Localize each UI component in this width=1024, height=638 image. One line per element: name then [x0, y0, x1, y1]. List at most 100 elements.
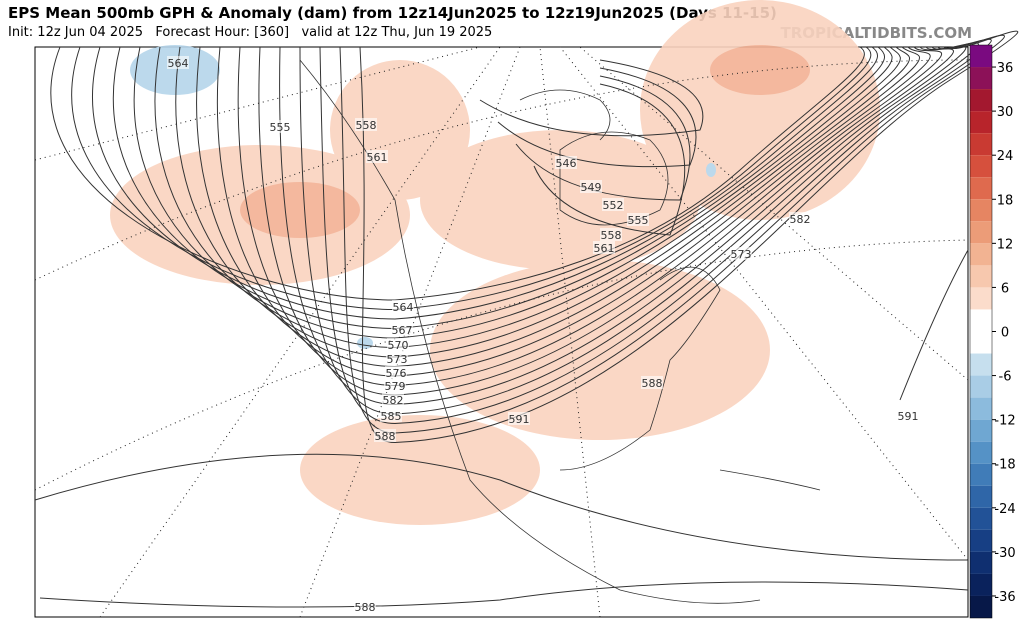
colorbar-swatch	[970, 463, 992, 486]
contour-label-bg	[385, 366, 407, 379]
contour-line	[50, 46, 865, 301]
contour-label-bg	[392, 300, 414, 313]
map-title: EPS Mean 500mb GPH & Anomaly (dam) from …	[8, 4, 777, 22]
contour-line	[92, 46, 878, 320]
contour-label-bg	[269, 120, 291, 133]
contour-label: 591	[898, 410, 919, 423]
contour-label: 582	[383, 394, 404, 407]
contour-label-bg	[391, 323, 413, 336]
colorbar-tick-label: 24	[997, 149, 1014, 164]
colorbar-swatch	[970, 485, 992, 508]
colorbar-tick-label: -18	[994, 458, 1015, 473]
colorbar-tick-label: 12	[997, 237, 1014, 252]
contour-label: 591	[509, 413, 530, 426]
contour-line	[258, 46, 954, 396]
colorbar-tick-label: -24	[994, 502, 1015, 517]
contour-label-bg	[355, 118, 377, 131]
colorbar-tick-label: 18	[997, 193, 1014, 208]
colorbar-tick-label: -30	[994, 546, 1015, 561]
contour-line	[113, 46, 886, 330]
colorbar-swatch	[970, 441, 992, 464]
colorbar-tick-label: 6	[1001, 281, 1009, 296]
contour-line	[533, 83, 686, 236]
contour-line	[196, 46, 920, 368]
contour-label-bg	[897, 409, 919, 422]
contour-label-bg	[167, 56, 189, 69]
colorbar-swatch	[970, 89, 992, 112]
contour-label-bg	[593, 241, 615, 254]
height-contours	[34, 30, 1019, 608]
contour-label: 576	[386, 367, 407, 380]
colorbar-swatch	[970, 265, 992, 288]
contour-line	[133, 46, 893, 339]
contour-label: 573	[387, 353, 408, 366]
colorbar-swatch	[970, 155, 992, 178]
contour-label: 573	[731, 248, 752, 261]
colorbar-tick-label: 30	[997, 105, 1014, 120]
colorbar-swatch	[970, 111, 992, 134]
map-subtitle: Init: 12z Jun 04 2025 Forecast Hour: [36…	[8, 25, 493, 40]
contour-label: 588	[355, 601, 376, 614]
contour-label: 555	[270, 121, 291, 134]
contour-label: 555	[628, 214, 649, 227]
contour-label-bg	[627, 213, 649, 226]
colorbar-swatch	[970, 309, 992, 332]
contour-label-bg	[641, 376, 663, 389]
colorbar-swatch	[970, 397, 992, 420]
colorbar-swatch	[970, 551, 992, 574]
colorbar-swatch	[970, 287, 992, 310]
contour-label-bg	[366, 150, 388, 163]
contour-line	[279, 45, 967, 406]
contour-line	[359, 30, 1019, 444]
contour-line	[216, 46, 931, 377]
contour-line	[71, 46, 872, 311]
contour-label: 561	[594, 242, 615, 255]
contour-label-bg	[508, 412, 530, 425]
contour-label: 558	[356, 119, 377, 132]
contour-line	[175, 46, 910, 358]
contour-label: 564	[393, 301, 414, 314]
contour-label: 552	[603, 199, 624, 212]
contour-line	[899, 249, 969, 401]
colorbar-tick-label: 0	[1001, 326, 1009, 341]
colorbar-swatch	[970, 133, 992, 156]
contour-label: 588	[375, 430, 396, 443]
colorbar-swatch	[970, 199, 992, 222]
contour-label: 579	[385, 380, 406, 393]
contour-label: 564	[168, 57, 189, 70]
contour-label-bg	[354, 600, 376, 613]
contour-label: 588	[642, 377, 663, 390]
colorbar-swatch	[970, 221, 992, 244]
contour-label-bg	[555, 156, 577, 169]
contour-line	[479, 59, 704, 137]
colorbar-swatch	[970, 243, 992, 266]
colorbar-tick-label: 36	[997, 61, 1014, 76]
contour-label-bg	[382, 393, 404, 406]
contour-label-bg	[386, 352, 408, 365]
colorbar-swatch	[970, 331, 992, 354]
colorbar-swatch	[970, 67, 992, 90]
colorbar-tick-label: -12	[994, 414, 1015, 429]
contour-label: 570	[388, 339, 409, 352]
contour-label-bg	[602, 198, 624, 211]
colorbar-swatch	[970, 507, 992, 530]
contour-line	[515, 75, 691, 201]
contour-label: 585	[381, 410, 402, 423]
contour-line	[339, 34, 1005, 434]
contour-line	[34, 453, 969, 561]
contour-label: 546	[556, 157, 577, 170]
colorbar-swatch	[970, 573, 992, 596]
colorbar-tick-label: -36	[994, 590, 1015, 605]
contour-label: 558	[601, 229, 622, 242]
colorbar-swatch	[970, 353, 992, 376]
colorbar-swatch	[970, 45, 992, 68]
contour-label: 582	[790, 213, 811, 226]
contour-label-bg	[730, 247, 752, 260]
coastlines	[299, 59, 821, 604]
contour-line	[319, 38, 992, 425]
contour-label-bg	[374, 429, 396, 442]
colorbar-swatch	[970, 375, 992, 398]
contour-label-bg	[600, 228, 622, 241]
colorbar-swatch	[970, 177, 992, 200]
